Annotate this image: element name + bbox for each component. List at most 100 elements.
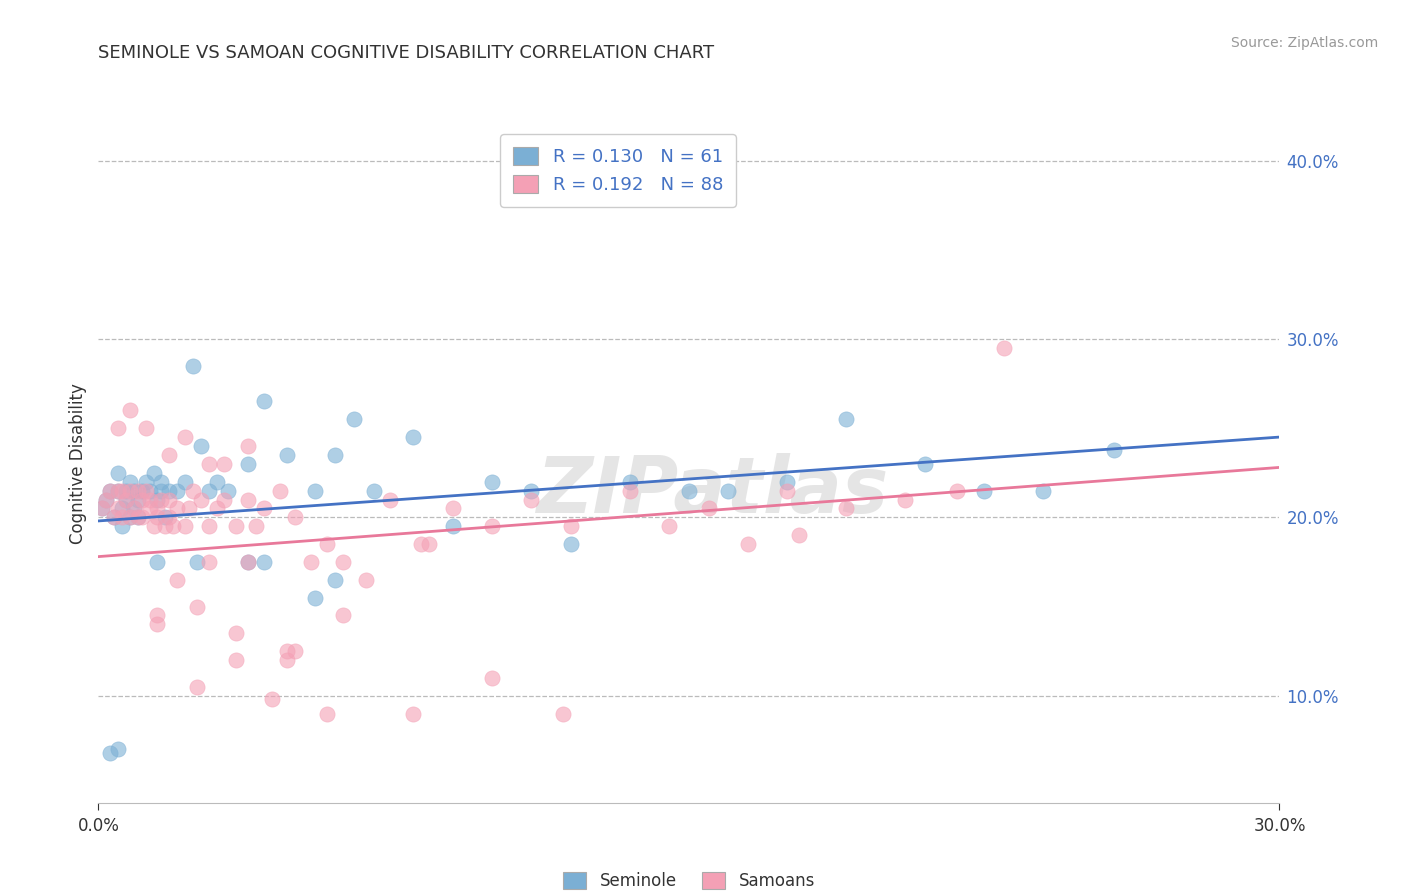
Point (236, 492, 259, 507)
Point (98, 483, 121, 498)
Point (323, 573, 346, 587)
Point (111, 519, 134, 533)
Point (98, 483, 121, 498)
Point (174, 519, 197, 533)
Point (236, 457, 259, 471)
Point (174, 475, 197, 489)
Point (174, 430, 197, 444)
Point (205, 475, 228, 489)
Point (260, 692, 283, 706)
Point (481, 475, 503, 489)
Point (197, 555, 219, 569)
Point (138, 501, 160, 516)
Point (520, 492, 543, 507)
Point (197, 457, 219, 471)
Point (150, 483, 173, 498)
Point (418, 537, 440, 551)
Point (181, 483, 204, 498)
Point (481, 519, 503, 533)
Point (225, 519, 247, 533)
Point (441, 519, 464, 533)
Y-axis label: Cognitive Disability: Cognitive Disability (69, 384, 87, 544)
Point (217, 483, 239, 498)
Point (131, 483, 153, 498)
Point (402, 706, 425, 721)
Point (118, 510, 141, 524)
Point (146, 617, 169, 632)
Point (315, 537, 337, 551)
Point (122, 501, 145, 516)
Point (411, 537, 433, 551)
Point (155, 510, 177, 524)
Point (115, 483, 138, 498)
Point (142, 466, 165, 480)
Point (186, 680, 208, 694)
Point (127, 492, 149, 507)
Point (945, 483, 967, 498)
Point (190, 439, 212, 453)
Point (323, 448, 346, 462)
Point (225, 626, 247, 640)
Point (619, 483, 641, 498)
Point (269, 483, 291, 498)
Point (103, 510, 125, 524)
Point (127, 510, 149, 524)
Point (146, 608, 169, 623)
Point (127, 510, 149, 524)
Point (118, 403, 141, 417)
Point (118, 510, 141, 524)
Point (166, 501, 188, 516)
Point (127, 483, 149, 498)
Point (111, 510, 134, 524)
Point (402, 430, 425, 444)
Point (363, 483, 385, 498)
Point (551, 706, 574, 721)
Point (157, 483, 180, 498)
Point (225, 653, 247, 667)
Point (299, 555, 322, 569)
Point (91, 501, 114, 516)
Point (115, 492, 138, 507)
Point (131, 492, 153, 507)
Point (315, 706, 337, 721)
Point (138, 483, 160, 498)
Point (332, 608, 354, 623)
Point (835, 412, 858, 426)
Point (253, 555, 276, 569)
Text: SEMINOLE VS SAMOAN COGNITIVE DISABILITY CORRELATION CHART: SEMINOLE VS SAMOAN COGNITIVE DISABILITY … (98, 45, 714, 62)
Point (197, 483, 219, 498)
Point (737, 537, 759, 551)
Point (103, 510, 125, 524)
Point (993, 341, 1015, 355)
Point (253, 394, 276, 409)
Point (894, 492, 917, 507)
Point (107, 483, 129, 498)
Point (197, 519, 219, 533)
Point (1032, 483, 1054, 498)
Point (697, 501, 720, 516)
Point (304, 483, 326, 498)
Point (111, 501, 134, 516)
Point (276, 448, 298, 462)
Point (481, 671, 503, 685)
Point (835, 501, 858, 516)
Point (107, 742, 129, 756)
Point (96, 492, 118, 507)
Point (150, 492, 173, 507)
Point (107, 466, 129, 480)
Point (245, 519, 267, 533)
Point (166, 483, 188, 498)
Point (284, 644, 307, 658)
Point (186, 555, 208, 569)
Point (304, 591, 326, 605)
Point (118, 483, 141, 498)
Legend: Seminole, Samoans: Seminole, Samoans (557, 865, 821, 892)
Point (520, 483, 543, 498)
Point (111, 483, 134, 498)
Point (135, 475, 157, 489)
Point (776, 483, 799, 498)
Point (155, 519, 177, 533)
Point (146, 555, 169, 569)
Point (146, 492, 169, 507)
Point (354, 573, 377, 587)
